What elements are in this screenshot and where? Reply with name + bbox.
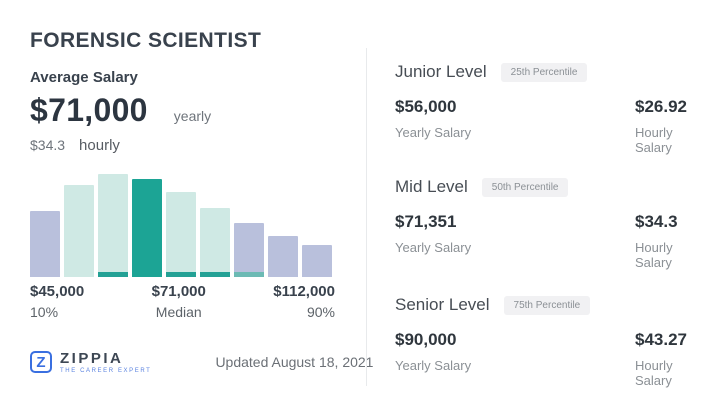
histogram-bar-1 [30,211,60,277]
histogram-bar-6 [200,208,230,277]
level-name: Junior Level [395,62,487,81]
hourly-salary-label: Hourly Salary [635,125,673,155]
salary-distribution-chart [30,174,332,277]
level-name: Senior Level [395,295,490,314]
hourly-salary-value: $26.92 [635,97,687,116]
updated-date: Updated August 18, 2021 [215,354,374,370]
x-axis-label-10th: $45,000 10% [30,283,84,320]
yearly-salary-value: $71,351 [395,212,457,231]
histogram-bar-3 [98,174,128,277]
x-axis-sublabel: Median [155,304,202,320]
hourly-column: $34.3 Hourly Salary [635,212,700,270]
x-axis-label-median: $71,000 Median [152,283,206,320]
zippia-tagline: THE CAREER EXPERT [60,368,152,374]
x-axis-sublabel: 10% [30,304,59,320]
hourly-salary-value: $43.27 [635,330,687,349]
level-values: $90,000 Yearly Salary $43.27 Hourly Sala… [395,330,700,388]
hourly-salary-label: Hourly Salary [635,358,673,388]
average-hourly-unit: hourly [79,137,120,154]
chart-x-axis-labels: $45,000 10% $71,000 Median $112,000 90% [30,283,335,320]
histogram-bar-9 [302,245,332,277]
hourly-salary-value: $34.3 [635,212,678,231]
yearly-salary-value: $56,000 [395,97,457,116]
percentile-badge: 25th Percentile [500,62,588,82]
histogram-bar-5 [166,192,196,277]
zippia-logo-icon: Z [30,351,52,373]
histogram-bar-2 [64,185,94,277]
level-section-senior: Senior Level 75th Percentile $90,000 Yea… [395,295,700,388]
average-yearly-unit: yearly [173,108,212,124]
level-section-mid: Mid Level 50th Percentile $71,351 Yearly… [395,177,700,270]
x-axis-value: $112,000 [273,283,335,300]
level-section-junior: Junior Level 25th Percentile $56,000 Yea… [395,62,700,155]
histogram-bar-underline [166,272,196,277]
average-hourly-row: $34.3 hourly [30,137,120,154]
x-axis-value: $71,000 [151,283,206,300]
page-title: FORENSIC SCIENTIST [30,29,262,52]
hourly-salary-label: Hourly Salary [635,240,673,270]
level-header: Senior Level 75th Percentile [395,295,700,315]
yearly-salary-label: Yearly Salary [395,358,472,373]
level-header: Junior Level 25th Percentile [395,62,700,82]
hourly-column: $43.27 Hourly Salary [635,330,700,388]
average-yearly-value: $71,000 [30,92,148,128]
yearly-column: $71,351 Yearly Salary [395,212,635,270]
histogram-bar-4 [132,179,162,277]
histogram-bar-underline [234,272,264,277]
level-name: Mid Level [395,177,468,196]
yearly-salary-label: Yearly Salary [395,125,472,140]
vertical-divider [366,48,367,386]
zippia-brand-name: ZIPPIA [60,350,124,367]
zippia-logo: Z ZIPPIA THE CAREER EXPERT [30,350,151,374]
level-values: $56,000 Yearly Salary $26.92 Hourly Sala… [395,97,700,155]
hourly-column: $26.92 Hourly Salary [635,97,700,155]
histogram-bar-8 [268,236,298,277]
x-axis-label-90th: $112,000 90% [273,283,335,320]
yearly-column: $56,000 Yearly Salary [395,97,635,155]
histogram-bar-7 [234,223,264,277]
percentile-badge: 50th Percentile [481,177,569,197]
level-values: $71,351 Yearly Salary $34.3 Hourly Salar… [395,212,700,270]
yearly-salary-value: $90,000 [395,330,457,349]
average-salary-label: Average Salary [30,69,138,86]
average-yearly-row: $71,000 yearly [30,92,211,129]
x-axis-sublabel: 90% [306,304,335,320]
histogram-bar-underline [200,272,230,277]
percentile-badge: 75th Percentile [503,295,591,315]
yearly-column: $90,000 Yearly Salary [395,330,635,388]
zippia-logo-text: ZIPPIA THE CAREER EXPERT [60,350,151,374]
level-header: Mid Level 50th Percentile [395,177,700,197]
x-axis-value: $45,000 [30,283,85,300]
footer: Z ZIPPIA THE CAREER EXPERT Updated Augus… [30,350,373,374]
average-hourly-value: $34.3 [30,137,66,153]
yearly-salary-label: Yearly Salary [395,240,472,255]
histogram-bar-underline [98,272,128,277]
